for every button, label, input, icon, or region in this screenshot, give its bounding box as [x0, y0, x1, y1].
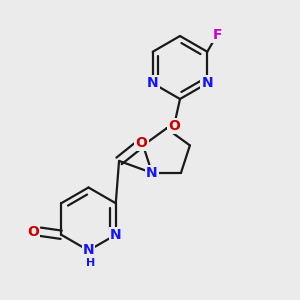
- Text: O: O: [168, 119, 180, 133]
- Text: O: O: [27, 225, 39, 239]
- Text: N: N: [147, 76, 158, 90]
- Text: N: N: [146, 166, 158, 180]
- Text: N: N: [110, 228, 122, 242]
- Text: N: N: [202, 76, 213, 90]
- Text: F: F: [212, 28, 222, 42]
- Text: O: O: [136, 136, 148, 150]
- Text: H: H: [86, 258, 95, 268]
- Text: N: N: [83, 244, 94, 257]
